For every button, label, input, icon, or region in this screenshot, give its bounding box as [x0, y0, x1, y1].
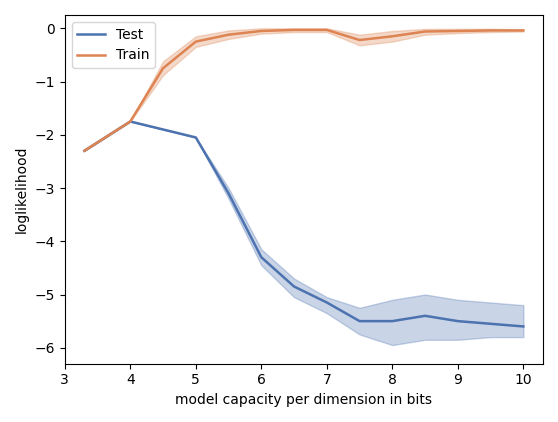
- Train: [389, 34, 396, 39]
- Line: Train: Train: [84, 30, 523, 151]
- Test: [454, 319, 461, 324]
- Test: [422, 313, 429, 318]
- Train: [258, 28, 264, 33]
- Test: [520, 324, 527, 329]
- Test: [389, 319, 396, 324]
- X-axis label: model capacity per dimension in bits: model capacity per dimension in bits: [175, 393, 432, 407]
- Train: [127, 119, 133, 124]
- Train: [291, 27, 297, 32]
- Line: Test: Test: [84, 122, 523, 327]
- Test: [81, 148, 88, 153]
- Test: [193, 135, 199, 140]
- Test: [127, 119, 133, 124]
- Train: [356, 38, 363, 43]
- Train: [225, 32, 232, 37]
- Test: [160, 127, 166, 132]
- Train: [81, 148, 88, 153]
- Train: [193, 39, 199, 44]
- Legend: Test, Train: Test, Train: [72, 22, 155, 68]
- Test: [324, 300, 330, 305]
- Test: [487, 321, 494, 326]
- Train: [487, 28, 494, 33]
- Y-axis label: loglikelihood: loglikelihood: [15, 146, 29, 233]
- Train: [520, 28, 527, 33]
- Train: [160, 66, 166, 71]
- Test: [291, 284, 297, 289]
- Train: [454, 28, 461, 33]
- Test: [258, 255, 264, 260]
- Train: [324, 27, 330, 32]
- Train: [422, 29, 429, 34]
- Test: [225, 191, 232, 196]
- Test: [356, 319, 363, 324]
